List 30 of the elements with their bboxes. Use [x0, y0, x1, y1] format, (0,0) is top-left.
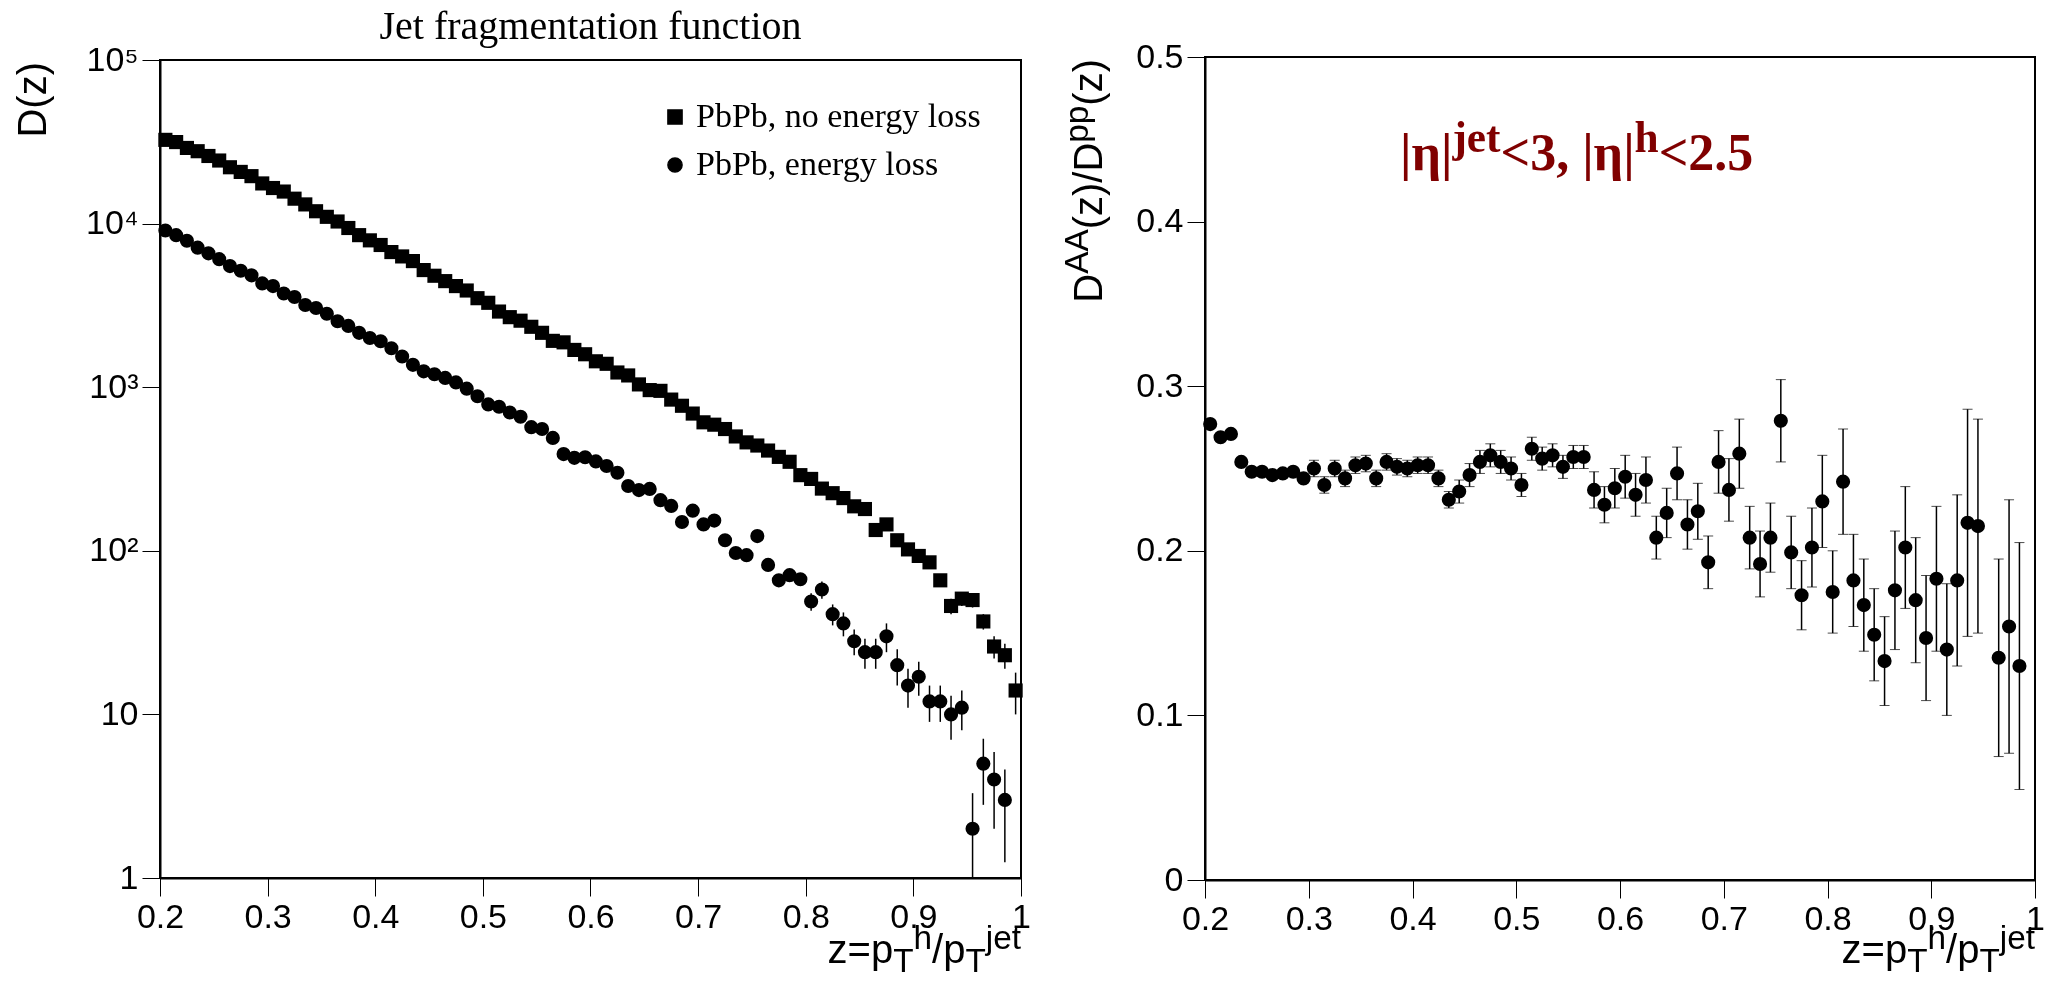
annotation: |η|$^{jet}$<3, |η|$^{h}$<2.5 — [1400, 112, 1754, 183]
x-tick-label: 0.2 — [1181, 898, 1230, 937]
x-tick-label: 0.3 — [244, 896, 292, 935]
y-tick-label: 0 — [1164, 859, 1184, 898]
x-tick-label: 0.3 — [1285, 898, 1333, 937]
y-tick-label: 0.2 — [1136, 530, 1184, 569]
y-tick-label: 1 — [119, 857, 139, 896]
x-tick-label: 0.4 — [1389, 898, 1437, 937]
x-tick-label: 0.8 — [782, 896, 830, 935]
x-tick-label: 0.6 — [567, 896, 615, 935]
x-tick-label: 0.2 — [136, 896, 185, 935]
legend-label: PbPb, energy loss — [696, 145, 939, 182]
legend-label: PbPb, no energy loss — [696, 97, 981, 134]
y-tick-label: 10⁴ — [86, 203, 139, 242]
y-tick-label: 0.1 — [1136, 694, 1184, 733]
y-tick-label: 10 — [100, 693, 139, 732]
x-tick-label: 0.7 — [674, 896, 723, 935]
y-tick-label: 10³ — [89, 366, 139, 405]
x-tick-label: 0.5 — [1493, 898, 1541, 937]
y-tick-label: 0.4 — [1136, 201, 1184, 240]
x-tick-label: 0.7 — [1700, 898, 1748, 937]
y-tick-label: 0.3 — [1136, 365, 1184, 404]
y-tick-label: 10² — [89, 530, 139, 569]
x-tick-label: 0.6 — [1596, 898, 1645, 937]
x-tick-label: 0.5 — [459, 896, 508, 935]
chart-title: Jet fragmentation function — [379, 2, 802, 49]
y-tick-label: 10⁵ — [86, 39, 139, 78]
x-tick-label: 0.4 — [352, 896, 400, 935]
y-tick-label: 0.5 — [1136, 36, 1184, 75]
y-axis-title: D(z) — [9, 62, 55, 138]
